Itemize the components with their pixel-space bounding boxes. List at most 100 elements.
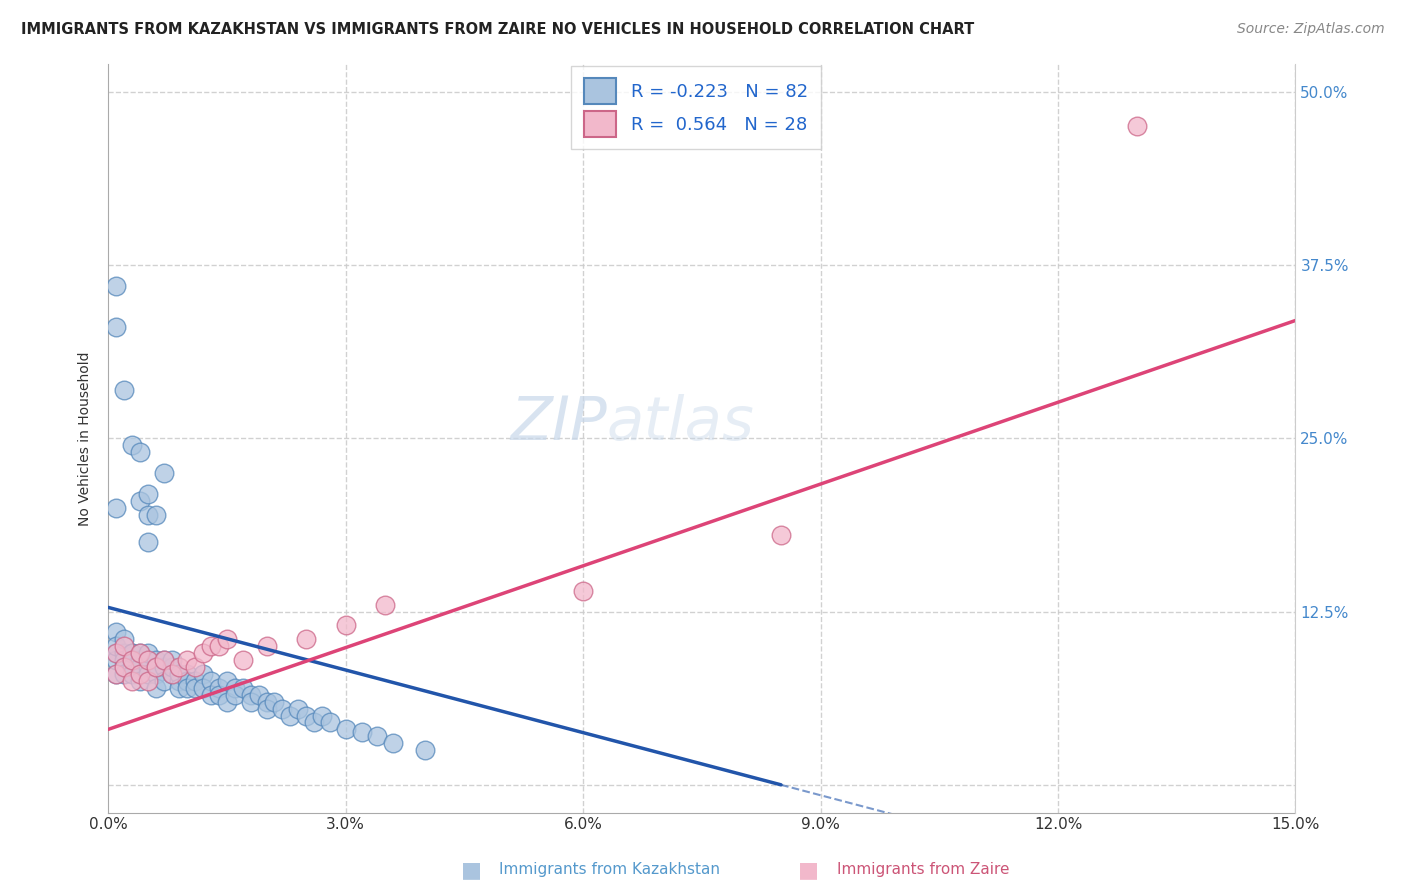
Point — [1126, 120, 1149, 134]
Point — [169, 667, 191, 681]
Point — [271, 701, 294, 715]
Point — [176, 681, 198, 695]
Text: Immigrants from Kazakhstan: Immigrants from Kazakhstan — [499, 863, 720, 877]
Point — [413, 743, 436, 757]
Point — [105, 646, 128, 660]
Point — [145, 660, 167, 674]
Point — [121, 673, 143, 688]
Point — [129, 667, 152, 681]
Point — [335, 723, 357, 737]
Point — [145, 508, 167, 522]
Point — [145, 653, 167, 667]
Point — [208, 688, 231, 702]
Point — [184, 660, 207, 674]
Point — [136, 646, 159, 660]
Point — [215, 632, 238, 647]
Point — [769, 528, 792, 542]
Point — [256, 639, 278, 653]
Point — [105, 320, 128, 334]
Point — [200, 688, 222, 702]
Point — [193, 681, 215, 695]
Point — [200, 639, 222, 653]
Point — [129, 646, 152, 660]
Point — [184, 681, 207, 695]
Point — [121, 438, 143, 452]
Point — [335, 618, 357, 632]
Point — [136, 660, 159, 674]
Point — [136, 487, 159, 501]
Point — [160, 667, 183, 681]
Point — [121, 646, 143, 660]
Point — [239, 695, 262, 709]
Point — [350, 725, 373, 739]
Point — [572, 583, 595, 598]
Point — [105, 667, 128, 681]
Point — [105, 500, 128, 515]
Point — [145, 667, 167, 681]
Point — [193, 646, 215, 660]
Point — [105, 639, 128, 653]
Point — [129, 445, 152, 459]
Text: ZIP: ZIP — [510, 394, 607, 453]
Point — [295, 632, 318, 647]
Point — [136, 667, 159, 681]
Point — [169, 660, 191, 674]
Point — [208, 639, 231, 653]
Point — [215, 673, 238, 688]
Point — [160, 653, 183, 667]
Point — [112, 653, 135, 667]
Point — [160, 667, 183, 681]
Point — [121, 646, 143, 660]
Point — [256, 695, 278, 709]
Text: ■: ■ — [799, 860, 818, 880]
Point — [176, 667, 198, 681]
Point — [121, 653, 143, 667]
Point — [169, 673, 191, 688]
Point — [136, 508, 159, 522]
Point — [129, 653, 152, 667]
Text: Immigrants from Zaire: Immigrants from Zaire — [837, 863, 1010, 877]
Point — [129, 673, 152, 688]
Point — [224, 688, 246, 702]
Point — [112, 667, 135, 681]
Point — [136, 653, 159, 667]
Point — [232, 681, 254, 695]
Point — [169, 681, 191, 695]
Point — [366, 729, 388, 743]
Point — [374, 598, 396, 612]
Point — [224, 681, 246, 695]
Point — [152, 466, 174, 480]
Point — [287, 701, 309, 715]
Point — [105, 646, 128, 660]
Point — [129, 493, 152, 508]
Point — [382, 736, 405, 750]
Point — [152, 673, 174, 688]
Point — [112, 632, 135, 647]
Point — [145, 681, 167, 695]
Text: atlas: atlas — [607, 394, 755, 453]
Point — [302, 715, 325, 730]
Point — [176, 673, 198, 688]
Legend: R = -0.223   N = 82, R =  0.564   N = 28: R = -0.223 N = 82, R = 0.564 N = 28 — [571, 66, 821, 149]
Point — [105, 625, 128, 640]
Point — [112, 660, 135, 674]
Point — [152, 653, 174, 667]
Point — [105, 278, 128, 293]
Point — [112, 646, 135, 660]
Point — [256, 701, 278, 715]
Point — [129, 660, 152, 674]
Point — [184, 673, 207, 688]
Point — [112, 383, 135, 397]
Point — [152, 660, 174, 674]
Point — [145, 660, 167, 674]
Text: Source: ZipAtlas.com: Source: ZipAtlas.com — [1237, 22, 1385, 37]
Point — [152, 653, 174, 667]
Point — [105, 667, 128, 681]
Point — [263, 695, 285, 709]
Point — [160, 660, 183, 674]
Point — [311, 708, 333, 723]
Text: IMMIGRANTS FROM KAZAKHSTAN VS IMMIGRANTS FROM ZAIRE NO VEHICLES IN HOUSEHOLD COR: IMMIGRANTS FROM KAZAKHSTAN VS IMMIGRANTS… — [21, 22, 974, 37]
Point — [136, 535, 159, 549]
Y-axis label: No Vehicles in Household: No Vehicles in Household — [79, 351, 93, 525]
Point — [319, 715, 342, 730]
